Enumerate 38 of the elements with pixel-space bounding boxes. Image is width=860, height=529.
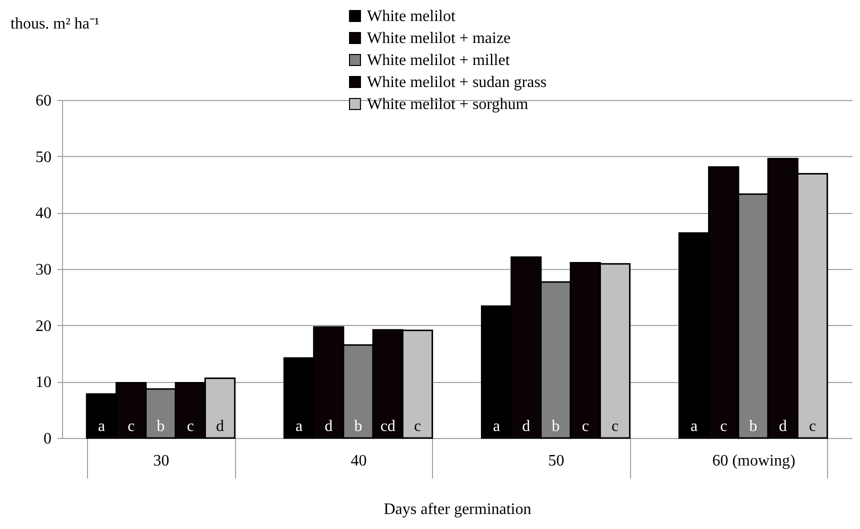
data-label: b bbox=[354, 418, 362, 435]
data-label: d bbox=[216, 418, 224, 435]
data-label: a bbox=[492, 418, 500, 435]
data-label: c bbox=[808, 418, 816, 435]
data-label: cd bbox=[380, 418, 396, 435]
data-label: c bbox=[720, 418, 728, 435]
legend-label: White melilot + maize bbox=[367, 30, 511, 47]
data-label: a bbox=[690, 418, 698, 435]
y-tick-label: 0 bbox=[44, 430, 52, 448]
data-label: c bbox=[128, 418, 135, 435]
legend-label: White melilot + sorghum bbox=[367, 96, 529, 113]
data-label: c bbox=[611, 418, 619, 435]
legend-label: White melilot bbox=[367, 8, 456, 25]
legend-label: White melilot + sudan grass bbox=[367, 74, 547, 91]
data-label: a bbox=[295, 418, 303, 435]
data-label: d bbox=[778, 418, 787, 435]
y-axis-title: thous. m² ha⁻¹ bbox=[10, 16, 100, 32]
y-tick-label: 30 bbox=[36, 262, 52, 278]
x-tick-label: 30 bbox=[153, 452, 170, 470]
x-tick-label: 40 bbox=[350, 452, 367, 470]
y-tick-label: 20 bbox=[36, 318, 52, 335]
data-label: a bbox=[98, 418, 106, 435]
data-label: d bbox=[324, 418, 333, 435]
data-label: b bbox=[749, 418, 758, 435]
y-tick-label: 50 bbox=[36, 148, 52, 166]
y-tick-label: 60 bbox=[36, 92, 52, 110]
x-tick-label: 50 bbox=[548, 452, 564, 470]
x-tick-label: 60 (mowing) bbox=[712, 452, 796, 470]
data-label: c bbox=[414, 418, 422, 435]
data-label: d bbox=[522, 418, 530, 435]
data-label: b bbox=[552, 418, 560, 435]
data-label: c bbox=[186, 418, 194, 435]
x-axis-title: Days after germination bbox=[384, 501, 532, 518]
y-tick-label: 10 bbox=[36, 374, 52, 392]
data-label: c bbox=[582, 418, 589, 435]
y-tick-label: 40 bbox=[36, 205, 52, 222]
data-label: b bbox=[156, 418, 165, 435]
legend-label: White melilot + millet bbox=[367, 52, 510, 69]
